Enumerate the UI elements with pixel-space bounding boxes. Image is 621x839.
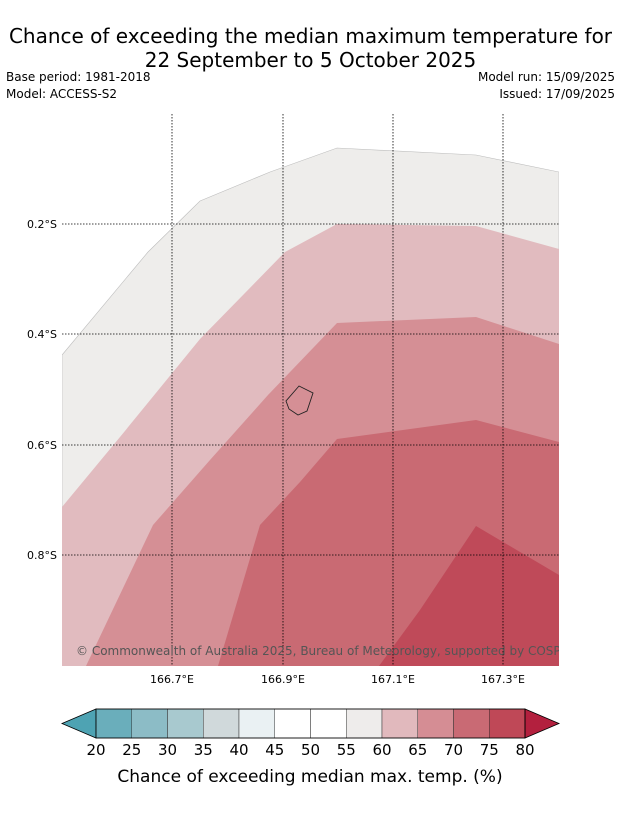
model-name: Model: ACCESS-S2 bbox=[6, 87, 118, 101]
colorbar-tick-45: 45 bbox=[265, 741, 284, 759]
colorbar-segment-75-80 bbox=[489, 708, 526, 739]
colorbar-segment-40-45 bbox=[238, 708, 275, 739]
colorbar-segment-20-25 bbox=[95, 708, 132, 739]
title-line-2: 22 September to 5 October 2025 bbox=[144, 48, 477, 72]
metadata-left: Base period: 1981-2018 Model: ACCESS-S2 bbox=[6, 69, 151, 103]
colorbar-tick-60: 60 bbox=[372, 741, 391, 759]
colorbar-tick-20: 20 bbox=[86, 741, 105, 759]
lon-label-167-3: 167.3°E bbox=[481, 673, 525, 686]
model-run: Model run: 15/09/2025 bbox=[477, 70, 615, 84]
colorbar-segment-45-50 bbox=[274, 708, 311, 739]
colorbar-tick-75: 75 bbox=[480, 741, 499, 759]
lat-label-0-6: 0.6°S bbox=[27, 439, 57, 452]
colorbar-tick-35: 35 bbox=[194, 741, 213, 759]
colorbar-segment-50-55 bbox=[310, 708, 347, 739]
metadata-right: Model run: 15/09/2025 Issued: 17/09/2025 bbox=[478, 69, 615, 103]
title-line-1: Chance of exceeding the median maximum t… bbox=[8, 24, 613, 48]
colorbar-tick-30: 30 bbox=[158, 741, 177, 759]
island-outline bbox=[285, 385, 314, 416]
colorbar-tick-25: 25 bbox=[122, 741, 141, 759]
copyright-notice: © Commonwealth of Australia 2025, Bureau… bbox=[76, 644, 581, 658]
colorbar-segment-70-75 bbox=[453, 708, 490, 739]
lon-label-166-7: 166.7°E bbox=[150, 673, 194, 686]
colorbar-segment-55-60 bbox=[346, 708, 383, 739]
lat-label-0-4: 0.4°S bbox=[27, 328, 57, 341]
colorbar-title: Chance of exceeding median max. temp. (%… bbox=[117, 767, 502, 787]
lat-label-0-8: 0.8°S bbox=[27, 549, 57, 562]
zone-75-80 bbox=[379, 526, 559, 666]
colorbar-tick-50: 50 bbox=[301, 741, 320, 759]
colorbar-tick-40: 40 bbox=[229, 741, 248, 759]
map-area: © Commonwealth of Australia 2025, Bureau… bbox=[62, 114, 581, 666]
lon-label-167-1: 167.1°E bbox=[371, 673, 415, 686]
colorbar-tick-55: 55 bbox=[337, 741, 356, 759]
longitude-labels: 166.7°E 166.9°E 167.1°E 167.3°E bbox=[150, 673, 525, 686]
colorbar-segment-25-30 bbox=[131, 708, 168, 739]
lon-label-166-9: 166.9°E bbox=[261, 673, 305, 686]
colorbar-tick-70: 70 bbox=[444, 741, 463, 759]
base-period: Base period: 1981-2018 bbox=[6, 70, 151, 84]
colorbar-tick-80: 80 bbox=[515, 741, 534, 759]
colorbar-segment-65-70 bbox=[417, 708, 454, 739]
colorbar-frame bbox=[95, 708, 526, 739]
map-title: Chance of exceeding the median maximum t… bbox=[0, 24, 621, 72]
latitude-labels: 0.2°S 0.4°S 0.6°S 0.8°S bbox=[27, 218, 57, 562]
colorbar-over-arrow bbox=[524, 708, 561, 739]
colorbar-under-arrow bbox=[60, 708, 97, 739]
lat-label-0-2: 0.2°S bbox=[27, 218, 57, 231]
colorbar-segment-60-65 bbox=[381, 708, 418, 739]
colorbar: 20 25 30 35 40 45 50 55 60 65 70 75 80 bbox=[60, 708, 561, 759]
colorbar-segment-30-35 bbox=[167, 708, 204, 739]
grid-lines bbox=[62, 114, 559, 666]
issued-date: Issued: 17/09/2025 bbox=[499, 87, 615, 101]
colorbar-tick-65: 65 bbox=[408, 741, 427, 759]
colorbar-segment-35-40 bbox=[203, 708, 240, 739]
